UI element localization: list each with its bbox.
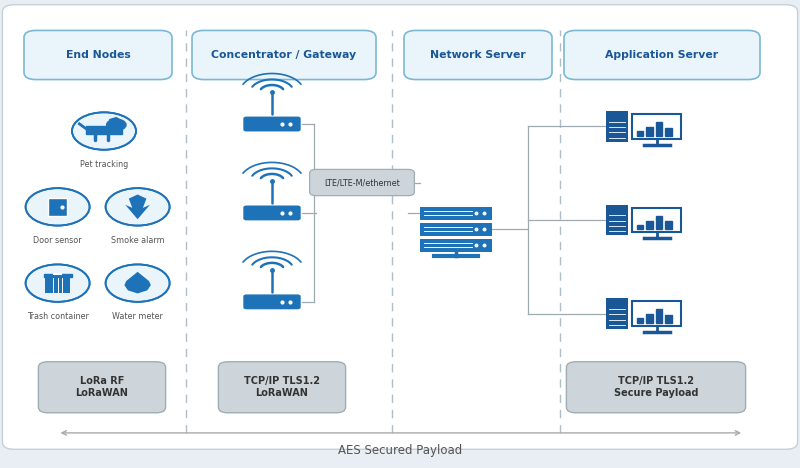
Bar: [665, 315, 671, 323]
FancyBboxPatch shape: [38, 362, 166, 413]
Circle shape: [106, 188, 170, 226]
Bar: [637, 318, 643, 323]
FancyBboxPatch shape: [606, 299, 628, 329]
FancyBboxPatch shape: [48, 197, 67, 216]
Bar: [646, 127, 653, 136]
Text: Door sensor: Door sensor: [34, 236, 82, 245]
Text: Concentrator / Gateway: Concentrator / Gateway: [211, 50, 357, 60]
FancyBboxPatch shape: [606, 205, 628, 235]
Bar: [637, 225, 643, 229]
FancyBboxPatch shape: [243, 294, 301, 309]
FancyBboxPatch shape: [310, 169, 414, 196]
FancyBboxPatch shape: [632, 114, 681, 139]
FancyBboxPatch shape: [420, 239, 492, 252]
FancyBboxPatch shape: [24, 30, 172, 80]
FancyBboxPatch shape: [632, 208, 681, 232]
FancyBboxPatch shape: [243, 117, 301, 132]
Circle shape: [106, 119, 126, 131]
FancyBboxPatch shape: [420, 223, 492, 236]
Text: Application Server: Application Server: [606, 50, 718, 60]
Bar: [656, 122, 662, 136]
Bar: [656, 309, 662, 323]
FancyBboxPatch shape: [218, 362, 346, 413]
Polygon shape: [126, 195, 150, 219]
Bar: [646, 314, 653, 323]
FancyBboxPatch shape: [632, 301, 681, 326]
Bar: [665, 128, 671, 136]
Text: Smoke alarm: Smoke alarm: [110, 236, 165, 245]
Text: End Nodes: End Nodes: [66, 50, 130, 60]
Polygon shape: [110, 117, 123, 122]
Bar: [86, 126, 122, 134]
Text: AES Secured Payload: AES Secured Payload: [338, 444, 462, 457]
FancyBboxPatch shape: [192, 30, 376, 80]
Bar: [665, 221, 671, 229]
Circle shape: [26, 264, 90, 302]
Polygon shape: [124, 272, 151, 293]
FancyBboxPatch shape: [566, 362, 746, 413]
Circle shape: [72, 112, 136, 150]
Text: Water meter: Water meter: [112, 312, 163, 321]
Circle shape: [26, 188, 90, 226]
FancyBboxPatch shape: [606, 111, 628, 141]
Circle shape: [106, 264, 170, 302]
Text: Network Server: Network Server: [430, 50, 526, 60]
Text: TCP/IP TLS1.2
LoRaWAN: TCP/IP TLS1.2 LoRaWAN: [244, 376, 320, 398]
FancyBboxPatch shape: [2, 5, 798, 449]
Text: LTE/LTE-M/ethernet: LTE/LTE-M/ethernet: [324, 178, 400, 187]
Bar: [637, 131, 643, 136]
Text: TCP/IP TLS1.2
Secure Payload: TCP/IP TLS1.2 Secure Payload: [614, 376, 698, 398]
Bar: [43, 274, 72, 277]
FancyBboxPatch shape: [46, 277, 70, 293]
FancyBboxPatch shape: [564, 30, 760, 80]
FancyBboxPatch shape: [420, 207, 492, 220]
Bar: [646, 220, 653, 229]
Text: Pet tracking: Pet tracking: [80, 160, 128, 169]
Text: LoRa RF
LoRaWAN: LoRa RF LoRaWAN: [75, 376, 129, 398]
FancyBboxPatch shape: [243, 205, 301, 220]
FancyBboxPatch shape: [404, 30, 552, 80]
Text: Trash container: Trash container: [26, 312, 89, 321]
Bar: [656, 216, 662, 229]
